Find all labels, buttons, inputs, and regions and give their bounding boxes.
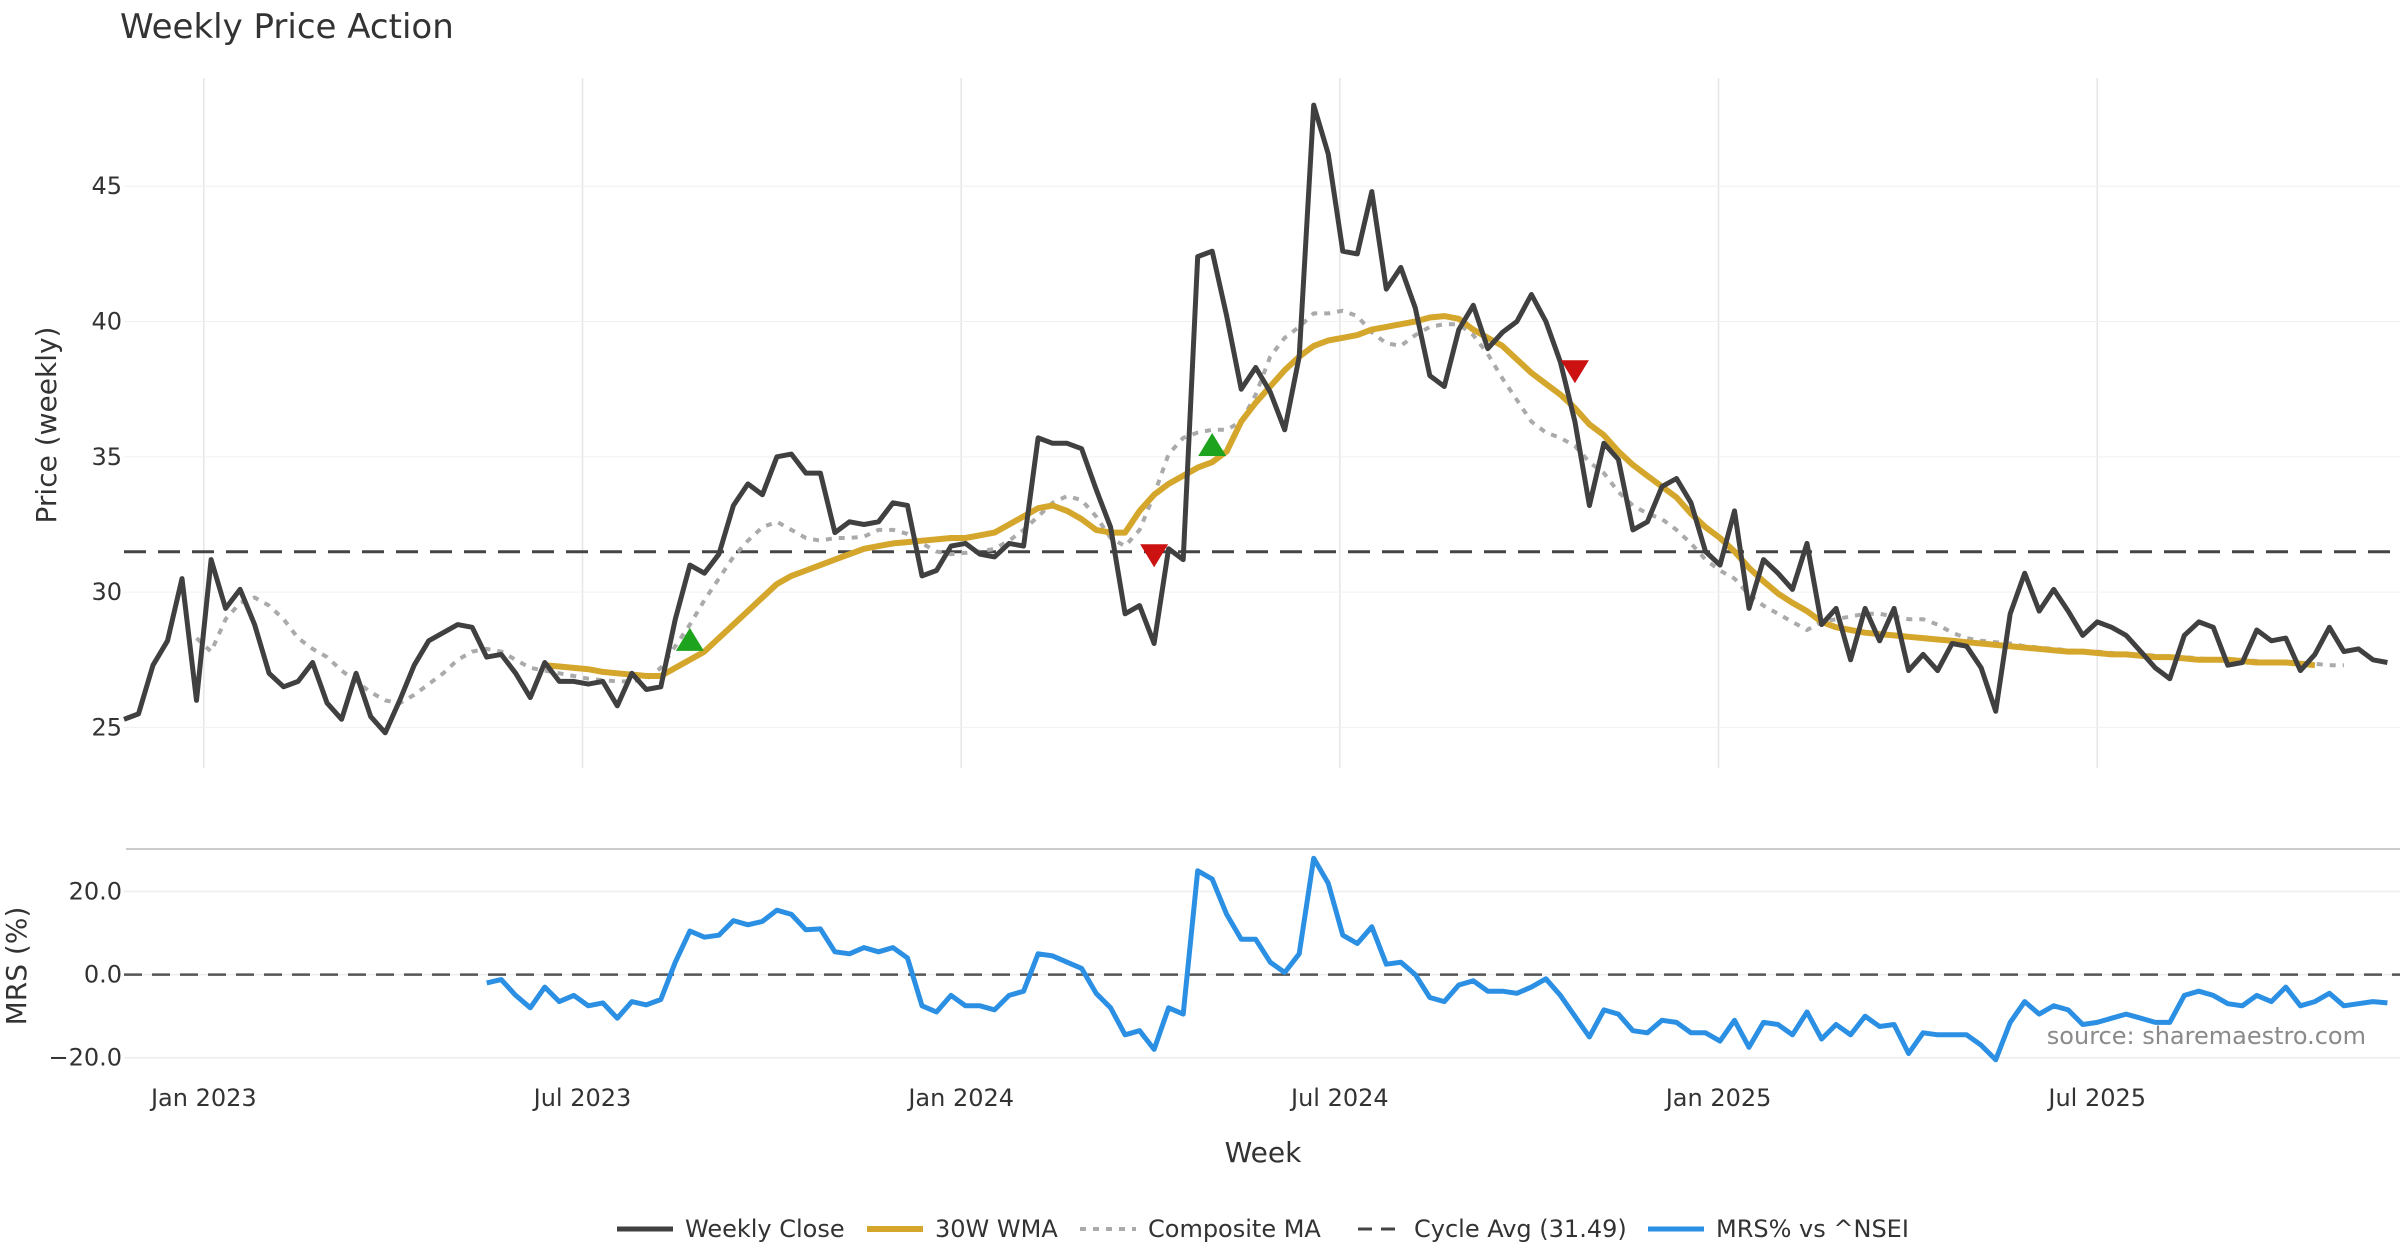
price-y-tick-label: 25 [91,713,122,741]
x-axis-ticks: Jan 2023 Jul 2023 Jan 2024 Jul 2024 Jan 2025… [149,1084,2146,1112]
mrs-line [486,855,2388,1063]
sell-signal-marker [1140,544,1169,568]
mrs-y-axis-title: MRS (%) [0,907,33,1026]
price-y-ticks: 25 30 35 40 45 [91,172,122,741]
chart-title: Weekly Price Action [120,7,454,47]
price-y-tick-label: 30 [91,578,122,606]
wma-30w-line [544,313,2316,679]
price-grid [124,185,2400,728]
mrs-y-tick-label: 0.0 [84,961,122,989]
price-y-axis-title: Price (weekly) [30,327,63,524]
svg-text:30W WMA: 30W WMA [935,1215,1058,1243]
legend: Weekly Close 30W WMA Composite MA Cycle … [617,1215,1909,1243]
sell-signal-marker [1560,360,1589,384]
mrs-y-tick-label: −20.0 [48,1044,122,1072]
x-tick-label: Jan 2023 [149,1084,257,1112]
signal-markers [675,360,1589,651]
buy-signal-marker [675,627,704,651]
legend-mrs: MRS% vs ^NSEI [1648,1215,1909,1243]
x-tick-label: Jan 2024 [906,1084,1014,1112]
price-y-tick-label: 35 [91,443,122,471]
weekly-close-line [123,102,2388,736]
source-note: source: sharemaestro.com [2047,1022,2366,1050]
x-tick-label: Jul 2025 [2046,1084,2146,1112]
x-axis-title: Week [1225,1136,1302,1169]
svg-text:Weekly Close: Weekly Close [685,1215,845,1243]
mrs-y-tick-label: 20.0 [69,878,122,906]
legend-weekly-close: Weekly Close [617,1215,845,1243]
price-y-tick-label: 45 [91,172,122,200]
legend-cycle-avg: Cycle Avg (31.49) [1358,1215,1627,1243]
legend-composite: Composite MA [1080,1215,1321,1243]
x-tick-label: Jul 2024 [1289,1084,1389,1112]
svg-text:Cycle Avg (31.49): Cycle Avg (31.49) [1414,1215,1627,1243]
composite-ma-line [195,308,2344,706]
mrs-y-ticks: −20.0 0.0 20.0 [48,878,122,1072]
svg-text:MRS% vs ^NSEI: MRS% vs ^NSEI [1716,1215,1909,1243]
svg-text:Composite MA: Composite MA [1148,1215,1321,1243]
legend-wma: 30W WMA [867,1215,1058,1243]
x-tick-label: Jan 2025 [1664,1084,1772,1112]
x-tick-label: Jul 2023 [532,1084,632,1112]
buy-signal-marker [1198,433,1227,456]
price-y-tick-label: 40 [91,308,122,336]
